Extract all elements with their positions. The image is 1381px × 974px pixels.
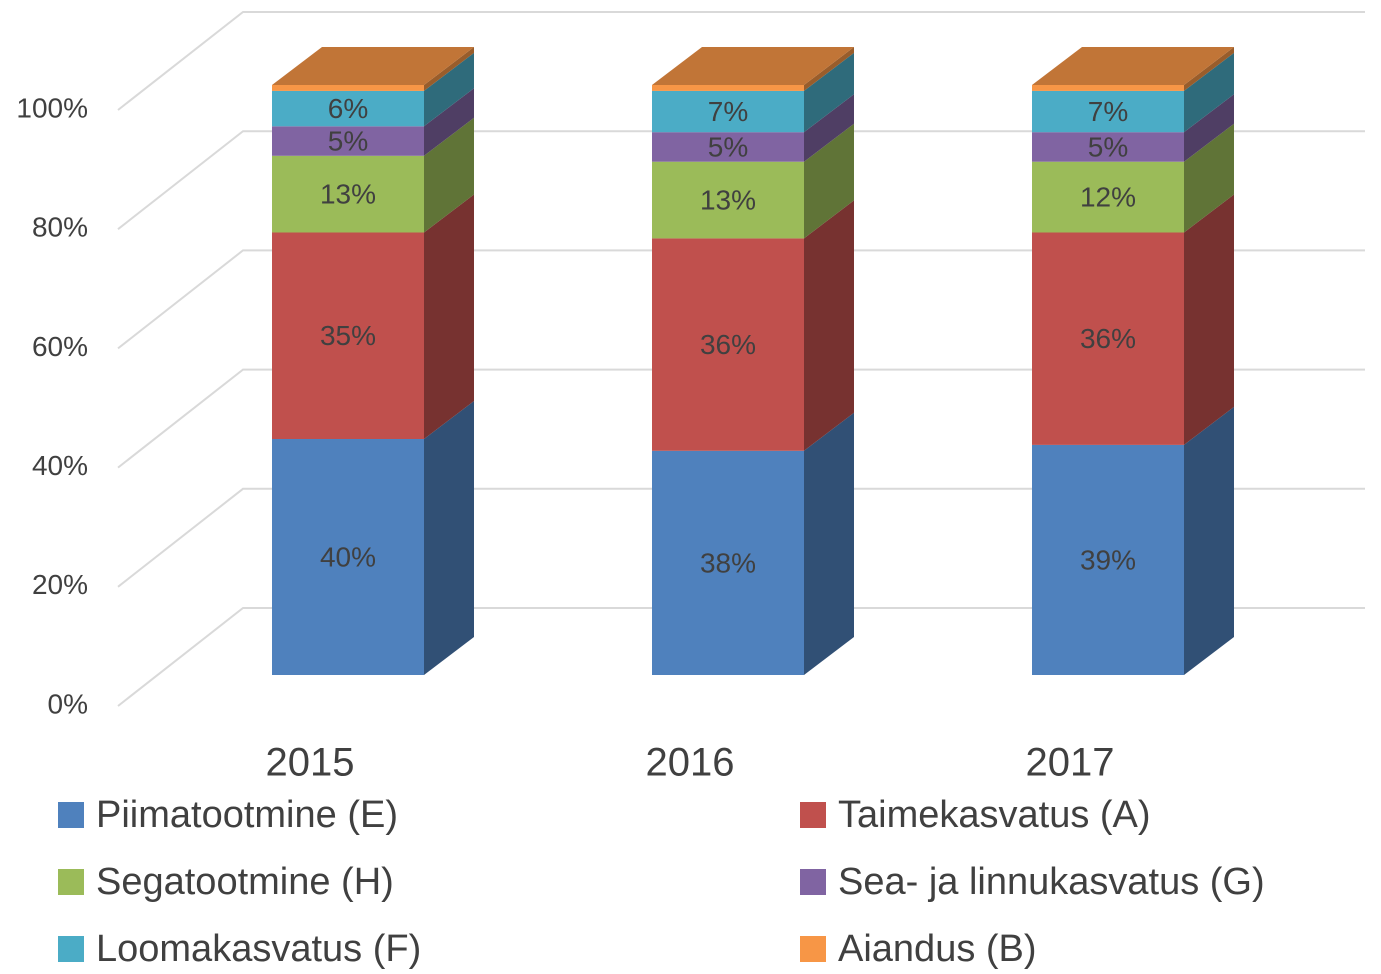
y-tick-label: 40% (32, 450, 88, 481)
bar-side (1184, 406, 1234, 675)
bar-segment (652, 450, 804, 675)
bar-top (272, 47, 474, 85)
bar-segment (1032, 161, 1184, 233)
bar-side (424, 47, 474, 91)
grid-line (117, 607, 1365, 707)
bar-segment (272, 232, 424, 439)
data-label: 38% (700, 547, 756, 578)
bar-segment (1032, 444, 1184, 675)
grid-line (117, 11, 1365, 111)
bar-top (652, 47, 854, 85)
bar-side (804, 412, 854, 675)
data-label: 40% (320, 541, 376, 572)
data-label: 5% (1088, 131, 1128, 162)
bar-segment (272, 90, 424, 127)
y-tick-label: 20% (32, 569, 88, 600)
legend-label: Taimekasvatus (A) (838, 794, 1151, 836)
bar-segment (652, 161, 804, 239)
bar-side (804, 47, 854, 91)
legend-swatch (800, 936, 826, 962)
grid-line (117, 249, 1365, 350)
data-label: 7% (708, 96, 748, 127)
data-label: 6% (328, 93, 368, 124)
legend-swatch (58, 802, 84, 828)
data-label: 36% (1080, 323, 1136, 354)
bar-segment (272, 85, 424, 91)
bar-segment (272, 439, 424, 675)
bar-segment (652, 132, 804, 162)
bar-side (1184, 47, 1234, 91)
bar-segment (1032, 85, 1184, 91)
bar-side (424, 52, 474, 127)
bar-segment (652, 85, 804, 91)
legend-swatch (800, 802, 826, 828)
y-tick-label: 0% (48, 688, 88, 719)
y-tick-label: 100% (16, 92, 88, 123)
bar-side (1184, 194, 1234, 445)
grid-line (117, 487, 1365, 588)
legend-label: Loomakasvatus (F) (96, 928, 421, 970)
data-label: 7% (1088, 96, 1128, 127)
data-label: 5% (708, 131, 748, 162)
grid-line (117, 130, 1365, 230)
bar-side (804, 94, 854, 162)
bar-segment (1032, 232, 1184, 445)
bar-side (424, 401, 474, 675)
bar-segment (272, 155, 424, 233)
bar-side (804, 52, 854, 133)
data-label: 39% (1080, 544, 1136, 575)
legend-swatch (58, 869, 84, 895)
data-label: 36% (700, 329, 756, 360)
x-tick-label: 2017 (1026, 741, 1115, 785)
bar-segment (652, 90, 804, 133)
bar-side (1184, 52, 1234, 133)
x-tick-label: 2015 (266, 741, 355, 785)
legend-label: Sea- ja linnukasvatus (G) (838, 861, 1265, 903)
y-tick-label: 60% (32, 331, 88, 362)
legend-label: Aiandus (B) (838, 928, 1037, 970)
legend-label: Piimatootmine (E) (96, 794, 398, 836)
data-label: 35% (320, 320, 376, 351)
bar-side (804, 200, 854, 451)
bar-segment (1032, 132, 1184, 162)
bar-side (1184, 123, 1234, 233)
data-label: 5% (328, 125, 368, 156)
data-label: 13% (700, 184, 756, 215)
bar-side (1184, 94, 1234, 162)
legend-swatch (58, 936, 84, 962)
legend-swatch (800, 869, 826, 895)
bar-side (424, 194, 474, 439)
grid-line (117, 368, 1365, 469)
legend-label: Segatootmine (H) (96, 861, 394, 903)
bar-top (1032, 47, 1234, 85)
y-tick-label: 80% (32, 212, 88, 243)
bar-side (424, 88, 474, 156)
bar-side (804, 123, 854, 239)
bar-segment (1032, 90, 1184, 133)
data-label: 12% (1080, 181, 1136, 212)
data-label: 13% (320, 179, 376, 210)
bar-segment (652, 238, 804, 451)
bar-side (424, 117, 474, 233)
bar-segment (272, 126, 424, 156)
x-tick-label: 2016 (646, 741, 735, 785)
